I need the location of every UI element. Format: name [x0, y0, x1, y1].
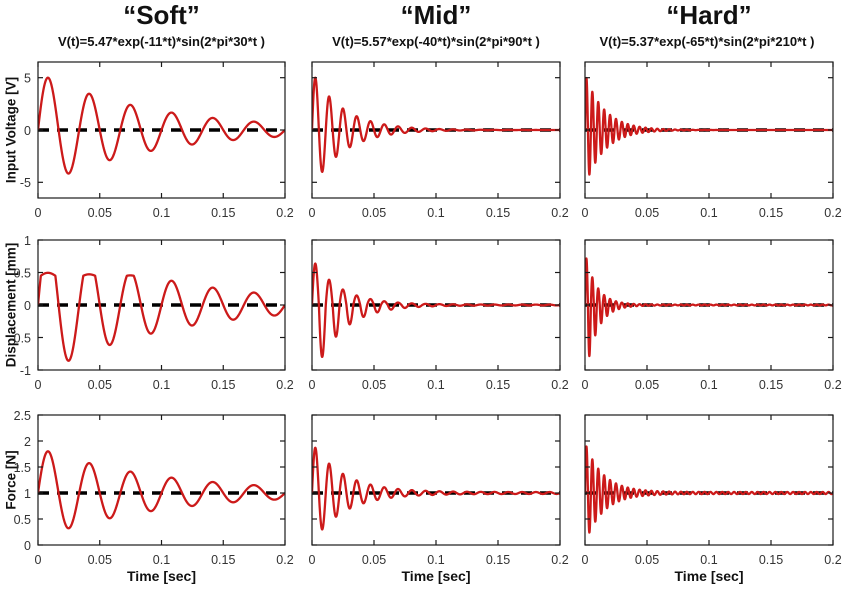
formula-soft: V(t)=5.47*exp(-11*t)*sin(2*pi*30*t ): [58, 34, 265, 49]
svg-text:0.2: 0.2: [824, 553, 841, 567]
svg-text:0.05: 0.05: [635, 206, 659, 220]
svg-text:0: 0: [309, 378, 316, 392]
subplot-voltage-hard: 0 0.05 0.1 0.15 0.2: [582, 61, 842, 220]
subplot-displacement-hard: 0 0.05 0.1 0.15 0.2: [582, 239, 842, 392]
column-title-soft: “Soft”: [123, 0, 200, 30]
svg-text:2: 2: [24, 435, 31, 449]
subplot-force-hard: 0 0.05 0.1 0.15 0.2: [582, 414, 842, 567]
svg-text:0.1: 0.1: [427, 378, 444, 392]
svg-text:5: 5: [24, 71, 31, 85]
svg-text:0.2: 0.2: [276, 378, 293, 392]
svg-text:0.05: 0.05: [362, 206, 386, 220]
svg-text:0.2: 0.2: [276, 553, 293, 567]
svg-text:0: 0: [35, 378, 42, 392]
svg-text:0.15: 0.15: [211, 206, 235, 220]
svg-text:0.2: 0.2: [824, 206, 841, 220]
svg-text:0: 0: [582, 553, 589, 567]
svg-text:1: 1: [24, 234, 31, 248]
formula-hard: V(t)=5.37*exp(-65*t)*sin(2*pi*210*t ): [599, 34, 815, 49]
svg-text:0.2: 0.2: [276, 206, 293, 220]
svg-text:0: 0: [24, 124, 31, 138]
svg-text:0.1: 0.1: [427, 553, 444, 567]
svg-text:-1: -1: [20, 364, 31, 378]
column-title-hard: “Hard”: [666, 0, 752, 30]
svg-text:0.15: 0.15: [486, 378, 510, 392]
xlabel-time-soft: Time [sec]: [127, 568, 196, 584]
svg-text:0: 0: [309, 206, 316, 220]
svg-text:0.05: 0.05: [635, 553, 659, 567]
svg-text:0.15: 0.15: [759, 553, 783, 567]
svg-text:0.15: 0.15: [211, 378, 235, 392]
svg-text:0.15: 0.15: [211, 553, 235, 567]
column-title-mid: “Mid”: [400, 0, 472, 30]
svg-text:0.05: 0.05: [362, 553, 386, 567]
svg-text:0.2: 0.2: [551, 206, 568, 220]
svg-text:2.5: 2.5: [14, 409, 31, 423]
subplot-force-soft: 0 0.05 0.1 0.15 0.2 0 0.5 1 1.5 2 2.5: [14, 409, 294, 567]
svg-text:0.1: 0.1: [153, 378, 170, 392]
svg-text:0.1: 0.1: [700, 378, 717, 392]
svg-text:0.1: 0.1: [700, 206, 717, 220]
subplot-voltage-mid: 0 0.05 0.1 0.15 0.2: [309, 61, 569, 220]
svg-text:0.15: 0.15: [759, 378, 783, 392]
svg-text:0.15: 0.15: [759, 206, 783, 220]
svg-text:0: 0: [24, 299, 31, 313]
svg-text:0: 0: [35, 553, 42, 567]
svg-text:0: 0: [35, 206, 42, 220]
subplot-force-mid: 0 0.05 0.1 0.15 0.2: [309, 414, 569, 567]
subplot-displacement-mid: 0 0.05 0.1 0.15 0.2: [309, 239, 569, 392]
formula-mid: V(t)=5.57*exp(-40*t)*sin(2*pi*90*t ): [332, 34, 540, 49]
svg-text:0.2: 0.2: [824, 378, 841, 392]
svg-text:-0.5: -0.5: [9, 331, 31, 345]
svg-text:0.5: 0.5: [14, 513, 31, 527]
svg-text:0.15: 0.15: [486, 553, 510, 567]
svg-text:0.1: 0.1: [153, 553, 170, 567]
subplot-displacement-soft: 0 0.05 0.1 0.15 0.2 -1 -0.5 0 0.5 1: [9, 234, 293, 392]
svg-text:0.05: 0.05: [635, 378, 659, 392]
svg-text:1: 1: [24, 487, 31, 501]
svg-text:0.05: 0.05: [88, 378, 112, 392]
subplot-voltage-soft: 0 0.05 0.1 0.15 0.2 -5 0 5: [20, 61, 294, 220]
xlabel-time-hard: Time [sec]: [674, 568, 744, 584]
svg-text:0.1: 0.1: [427, 206, 444, 220]
svg-text:0.1: 0.1: [153, 206, 170, 220]
svg-text:0.05: 0.05: [88, 553, 112, 567]
svg-text:0.05: 0.05: [88, 206, 112, 220]
svg-text:0: 0: [582, 206, 589, 220]
svg-text:0.2: 0.2: [551, 553, 568, 567]
svg-text:0: 0: [582, 378, 589, 392]
svg-text:0: 0: [24, 539, 31, 553]
svg-text:0.2: 0.2: [551, 378, 568, 392]
svg-text:1.5: 1.5: [14, 461, 31, 475]
svg-text:0.1: 0.1: [700, 553, 717, 567]
svg-text:0.5: 0.5: [14, 266, 31, 280]
svg-text:0.15: 0.15: [486, 206, 510, 220]
svg-text:0.05: 0.05: [362, 378, 386, 392]
xlabel-time-mid: Time [sec]: [401, 568, 471, 584]
svg-text:0: 0: [309, 553, 316, 567]
svg-text:-5: -5: [20, 176, 31, 190]
